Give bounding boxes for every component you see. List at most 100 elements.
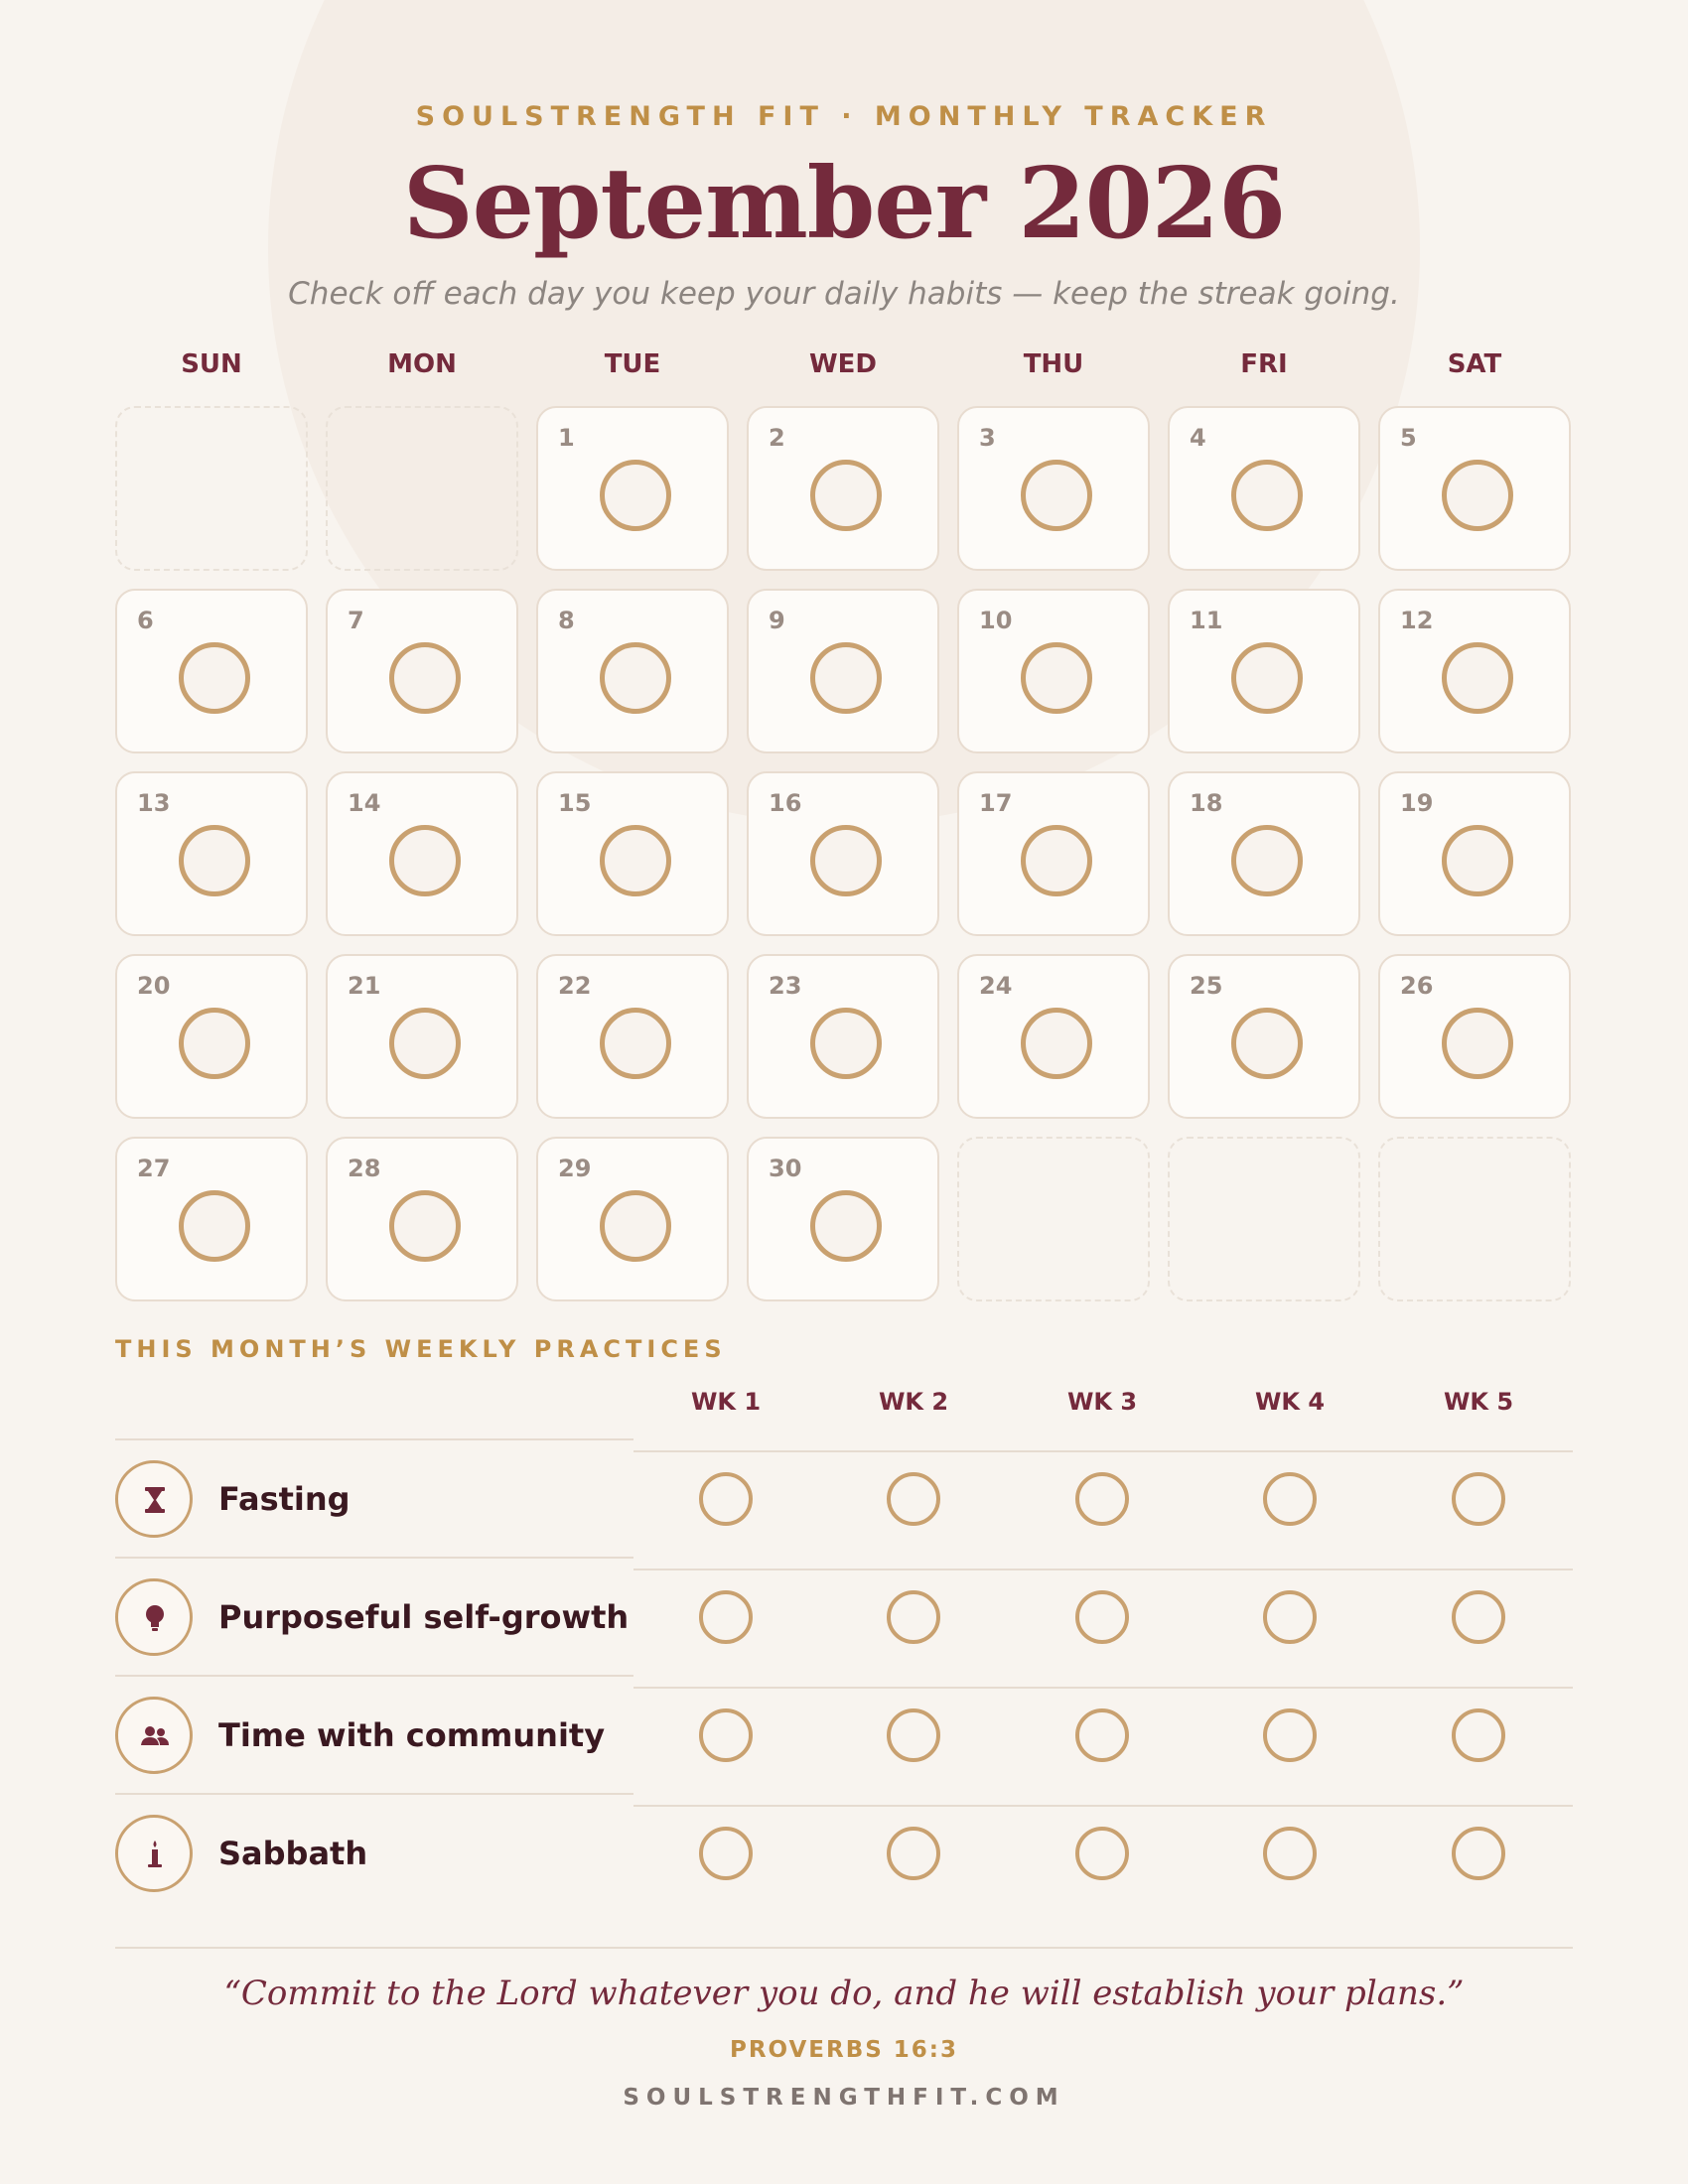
calendar-day-cell[interactable]: 14 [326,771,518,936]
day-checkbox[interactable] [1021,460,1092,531]
calendar-day-cell[interactable]: 19 [1378,771,1571,936]
day-checkbox[interactable] [1442,1008,1513,1079]
day-checkbox[interactable] [600,642,671,714]
calendar-cell-empty [115,406,308,571]
day-checkbox[interactable] [389,642,461,714]
calendar-day-cell[interactable]: 28 [326,1137,518,1301]
weekly-checkbox[interactable] [1263,1827,1317,1880]
weekly-checkbox[interactable] [1075,1590,1129,1644]
day-checkbox[interactable] [389,825,461,896]
calendar-day-cell[interactable]: 27 [115,1137,308,1301]
weekly-checkbox[interactable] [1452,1827,1505,1880]
day-checkbox[interactable] [1231,825,1303,896]
day-checkbox[interactable] [1021,1008,1092,1079]
divider [633,1687,1573,1689]
day-number: 11 [1190,607,1223,634]
day-checkbox[interactable] [389,1190,461,1262]
day-checkbox[interactable] [1021,825,1092,896]
day-number: 9 [769,607,785,634]
weekly-checkbox[interactable] [1075,1472,1129,1526]
weekly-checkbox[interactable] [1452,1708,1505,1762]
weekly-checkbox[interactable] [887,1472,940,1526]
day-number: 28 [348,1155,381,1182]
day-checkbox[interactable] [179,825,250,896]
calendar-day-cell[interactable]: 22 [536,954,729,1119]
weekday-label: MON [387,349,457,379]
day-number: 20 [137,972,171,1000]
weekly-checkbox[interactable] [1263,1590,1317,1644]
calendar-day-cell[interactable]: 2 [747,406,939,571]
day-checkbox[interactable] [179,642,250,714]
calendar-day-cell[interactable]: 9 [747,589,939,753]
weekday-label: WED [808,349,878,379]
day-checkbox[interactable] [1231,1008,1303,1079]
day-checkbox[interactable] [389,1008,461,1079]
day-checkbox[interactable] [810,1008,882,1079]
weekly-checkbox[interactable] [1452,1472,1505,1526]
calendar-day-cell[interactable]: 4 [1168,406,1360,571]
calendar-day-cell[interactable]: 17 [957,771,1150,936]
calendar-day-cell[interactable]: 26 [1378,954,1571,1119]
weekly-checkbox[interactable] [1452,1590,1505,1644]
weekly-checkbox[interactable] [887,1827,940,1880]
calendar-day-cell[interactable]: 24 [957,954,1150,1119]
day-checkbox[interactable] [810,460,882,531]
day-checkbox[interactable] [1231,642,1303,714]
calendar-day-cell[interactable]: 29 [536,1137,729,1301]
hourglass-icon [115,1460,193,1538]
calendar-day-cell[interactable]: 12 [1378,589,1571,753]
weekday-label: TUE [604,349,661,379]
calendar-day-cell[interactable]: 21 [326,954,518,1119]
page-subtitle: Check off each day you keep your daily h… [288,276,1400,312]
weekly-checkbox[interactable] [887,1590,940,1644]
calendar-day-cell[interactable]: 8 [536,589,729,753]
day-checkbox[interactable] [600,1008,671,1079]
calendar-day-cell[interactable]: 30 [747,1137,939,1301]
day-checkbox[interactable] [600,460,671,531]
calendar-day-cell[interactable]: 23 [747,954,939,1119]
calendar-day-cell[interactable]: 5 [1378,406,1571,571]
weekly-checkbox[interactable] [1075,1827,1129,1880]
weekly-checkbox[interactable] [699,1472,753,1526]
weekly-checkbox[interactable] [1263,1708,1317,1762]
day-number: 25 [1190,972,1223,1000]
day-number: 12 [1400,607,1434,634]
calendar-day-cell[interactable]: 20 [115,954,308,1119]
weekly-checkbox[interactable] [699,1708,753,1762]
day-checkbox[interactable] [600,1190,671,1262]
calendar-day-cell[interactable]: 1 [536,406,729,571]
day-checkbox[interactable] [810,642,882,714]
day-checkbox[interactable] [1442,825,1513,896]
website-url[interactable]: SOULSTRENGTHFIT.COM [623,2085,1065,2111]
calendar-day-cell[interactable]: 6 [115,589,308,753]
weekly-checkbox[interactable] [699,1590,753,1644]
calendar-day-cell[interactable]: 7 [326,589,518,753]
weekday-label: SUN [181,349,242,379]
calendar-day-cell[interactable]: 18 [1168,771,1360,936]
day-checkbox[interactable] [1231,460,1303,531]
calendar-day-cell[interactable]: 15 [536,771,729,936]
calendar-day-cell[interactable]: 3 [957,406,1150,571]
calendar-day-cell[interactable]: 13 [115,771,308,936]
day-checkbox[interactable] [1021,642,1092,714]
day-checkbox[interactable] [810,1190,882,1262]
calendar-day-cell[interactable]: 25 [1168,954,1360,1119]
day-checkbox[interactable] [1442,460,1513,531]
candle-icon [115,1815,193,1892]
divider [115,1793,633,1795]
calendar-day-cell[interactable]: 10 [957,589,1150,753]
weekly-checkbox[interactable] [1075,1708,1129,1762]
day-checkbox[interactable] [810,825,882,896]
weekly-checkbox[interactable] [699,1827,753,1880]
calendar-day-cell[interactable]: 11 [1168,589,1360,753]
weekly-checkbox[interactable] [1263,1472,1317,1526]
week-column-label: WK 2 [878,1388,949,1416]
weekly-checkbox[interactable] [887,1708,940,1762]
day-checkbox[interactable] [600,825,671,896]
practice-label: Sabbath [218,1835,368,1872]
day-checkbox[interactable] [179,1190,250,1262]
day-checkbox[interactable] [179,1008,250,1079]
calendar-day-cell[interactable]: 16 [747,771,939,936]
day-checkbox[interactable] [1442,642,1513,714]
calendar-cell-empty [326,406,518,571]
